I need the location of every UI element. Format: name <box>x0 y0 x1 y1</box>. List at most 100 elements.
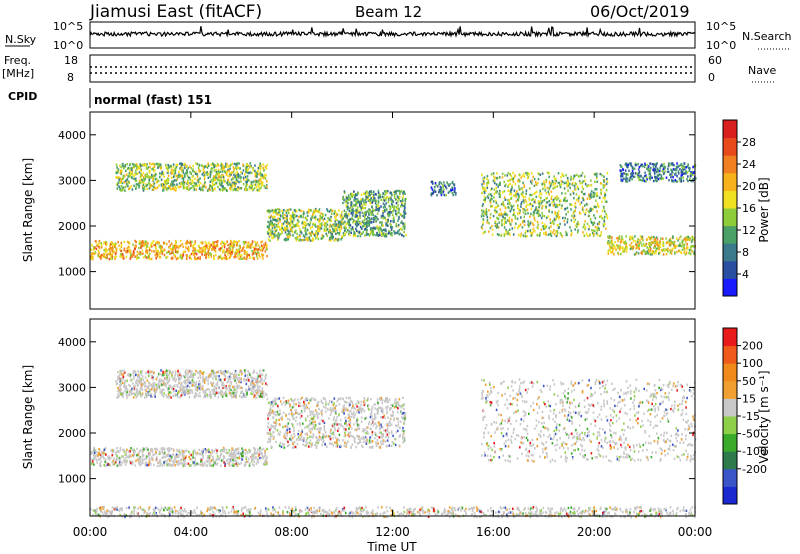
echo-cell <box>180 164 183 167</box>
echo-cell <box>171 256 173 259</box>
echo-cell <box>654 163 657 166</box>
echo-cell <box>130 447 132 450</box>
echo-cell <box>355 215 357 218</box>
echo-cell <box>451 191 454 195</box>
echo-cell <box>110 253 112 256</box>
echo-cell <box>223 456 225 459</box>
echo-cell <box>293 209 296 212</box>
echo-cell <box>187 181 189 184</box>
echo-cell <box>641 235 643 238</box>
echo-cell <box>598 222 600 226</box>
echo-cell <box>166 171 169 174</box>
echo-cell <box>372 213 374 216</box>
echo-cell <box>184 175 186 178</box>
echo-cell <box>617 244 619 248</box>
echo-cell <box>208 455 211 458</box>
echo-cell <box>346 208 349 211</box>
echo-cell <box>377 195 380 198</box>
echo-cell <box>685 252 688 255</box>
echo-cell <box>382 224 384 227</box>
echo-cell <box>451 186 453 189</box>
echo-cell <box>117 449 120 453</box>
echo-cell <box>242 182 245 186</box>
echo-cell <box>510 207 513 211</box>
echo-cell <box>529 180 532 183</box>
echo-cell <box>124 453 127 456</box>
echo-cell <box>131 188 134 191</box>
echo-cell <box>358 200 360 203</box>
echo-cell <box>122 162 124 166</box>
echo-cell <box>142 454 145 457</box>
echo-cell <box>548 226 550 230</box>
echo-cell <box>196 173 198 176</box>
echo-cell <box>662 172 665 176</box>
echo-cell <box>128 249 130 252</box>
echo-cell <box>632 237 634 240</box>
echo-cell <box>680 180 682 183</box>
echo-cell <box>666 170 669 173</box>
echo-cell <box>147 175 149 178</box>
echo-cell <box>179 244 182 247</box>
echo-cell <box>335 232 337 236</box>
echo-cell <box>439 185 442 189</box>
echo-cell <box>196 178 199 182</box>
echo-cell <box>443 181 445 184</box>
echo-cell <box>166 242 168 246</box>
echo-cell <box>316 209 318 213</box>
echo-cell <box>590 184 593 187</box>
echo-cell <box>232 170 235 174</box>
echo-cell <box>279 228 281 231</box>
echo-cell <box>260 179 262 182</box>
echo-cell <box>503 223 506 226</box>
echo-cell <box>346 198 348 202</box>
echo-cell <box>303 211 305 214</box>
echo-cell <box>351 202 353 205</box>
echo-cell <box>362 200 365 203</box>
echo-cell <box>665 176 668 179</box>
echo-cell <box>161 249 163 253</box>
echo-cell <box>209 173 212 176</box>
echo-cell <box>194 464 196 467</box>
echo-cell <box>488 230 490 233</box>
echo-cell <box>507 206 509 209</box>
echo-cell <box>504 211 506 214</box>
echo-cell <box>288 208 290 211</box>
echo-cell <box>245 170 247 173</box>
echo-cell <box>134 247 136 251</box>
echo-cell <box>178 245 181 248</box>
echo-cell <box>554 205 557 209</box>
echo-cell <box>156 186 159 189</box>
echo-cell <box>171 250 174 253</box>
echo-cell <box>606 217 609 220</box>
echo-cell <box>234 175 236 178</box>
echo-cell <box>266 180 268 183</box>
echo-cell <box>651 163 654 166</box>
echo-cell <box>508 232 511 235</box>
echo-cell <box>541 182 544 185</box>
echo-cell <box>575 224 577 227</box>
echo-cell <box>259 249 262 252</box>
echo-cell <box>270 219 272 222</box>
echo-cell <box>339 215 342 218</box>
echo-cell <box>552 187 554 190</box>
echo-cell <box>248 254 250 257</box>
echo-cell <box>132 162 134 166</box>
echo-cell <box>270 214 272 218</box>
echo-cell <box>451 180 454 184</box>
echo-cell <box>167 164 169 167</box>
echo-cell <box>116 187 119 190</box>
echo-cell <box>208 248 210 251</box>
echo-cell <box>491 228 494 231</box>
echo-cell <box>680 169 683 172</box>
echo-cell <box>377 189 380 193</box>
echo-cell <box>222 176 225 179</box>
echo-cell <box>292 212 294 215</box>
echo-cell <box>482 222 484 225</box>
echo-cell <box>369 232 372 236</box>
echo-cell <box>147 242 149 245</box>
echo-cell <box>108 248 111 251</box>
echo-cell <box>272 223 275 227</box>
echo-cell <box>224 165 227 168</box>
echo-cell <box>678 164 680 167</box>
echo-cell <box>566 176 569 180</box>
